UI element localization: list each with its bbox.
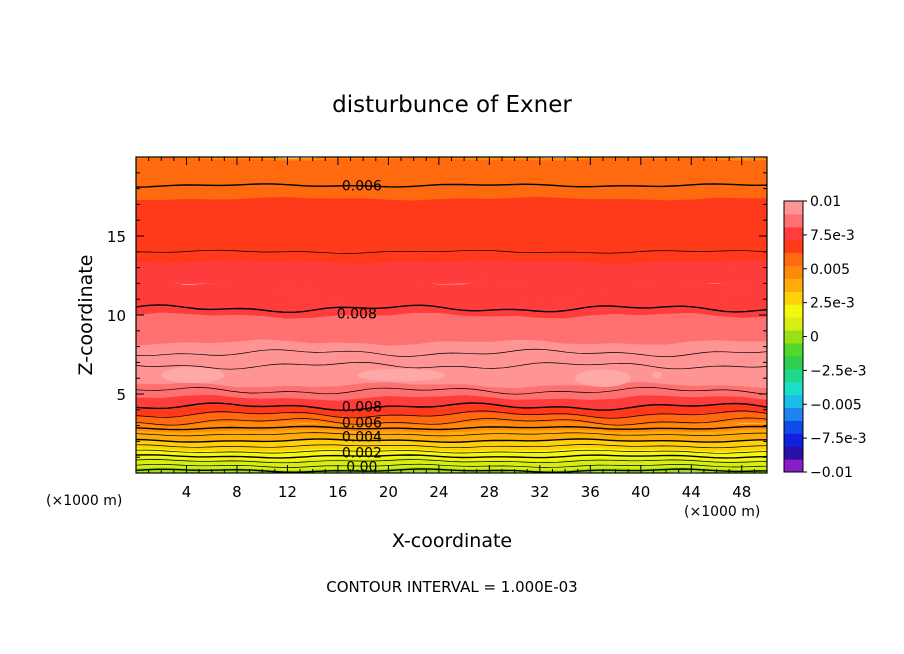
colorbar-label: −7.5e-3 bbox=[810, 431, 867, 447]
y-axis-label: Z-coordinate bbox=[75, 255, 97, 376]
contour-label: 0.006 bbox=[342, 178, 382, 194]
colorbar-swatch bbox=[784, 304, 803, 318]
x-axis-label: X-coordinate bbox=[392, 530, 512, 552]
contour-line bbox=[136, 463, 767, 468]
contour-line bbox=[136, 249, 767, 254]
colorbar-label: −2.5e-3 bbox=[810, 363, 867, 379]
contour-line bbox=[136, 438, 767, 444]
x-tick-label: 16 bbox=[328, 483, 347, 501]
colorbar-label: −0.005 bbox=[810, 397, 862, 413]
colorbar-label: −0.01 bbox=[810, 465, 853, 481]
y-unit-label: (×1000 m) bbox=[46, 493, 122, 509]
contour-label: 0.006 bbox=[342, 415, 382, 431]
colorbar-label: 0 bbox=[810, 330, 819, 346]
contour-fill-highlight bbox=[652, 371, 663, 379]
colorbar-swatch bbox=[784, 407, 803, 421]
contour-interval-footer: CONTOUR INTERVAL = 1.000E-03 bbox=[326, 578, 577, 596]
x-tick-label: 28 bbox=[480, 483, 499, 501]
x-tick-label: 4 bbox=[182, 483, 192, 501]
contour-line bbox=[136, 410, 767, 419]
colorbar-label: 7.5e-3 bbox=[810, 228, 855, 244]
contour-label: 0.008 bbox=[342, 400, 382, 416]
contour-line bbox=[136, 425, 767, 431]
colorbar-swatch bbox=[784, 239, 803, 254]
colorbar-swatch bbox=[784, 433, 803, 447]
contour-fill-band bbox=[136, 157, 767, 161]
contour-line bbox=[136, 444, 767, 449]
colorbar-swatch bbox=[784, 459, 803, 473]
contour-line bbox=[136, 459, 767, 464]
contour-line bbox=[136, 361, 767, 370]
y-tick-label: 15 bbox=[107, 228, 126, 246]
contour-line bbox=[136, 432, 767, 437]
colorbar-label: 2.5e-3 bbox=[810, 296, 855, 312]
colorbar-swatch bbox=[784, 446, 803, 460]
colorbar-swatch bbox=[784, 213, 803, 228]
contour-line bbox=[136, 304, 767, 314]
contour-line bbox=[136, 348, 767, 357]
colorbar-swatch bbox=[784, 330, 803, 344]
colorbar-label: 0.01 bbox=[810, 194, 841, 210]
colorbar-swatch bbox=[784, 201, 803, 215]
chart-title: disturbunce of Exner bbox=[332, 92, 572, 118]
contour-label: 0.00 bbox=[346, 460, 377, 476]
contour-line bbox=[136, 402, 767, 412]
colorbar-swatch bbox=[784, 278, 803, 292]
x-tick-label: 40 bbox=[631, 483, 650, 501]
x-tick-label: 8 bbox=[232, 483, 242, 501]
contour-label: 0.008 bbox=[337, 306, 377, 322]
colorbar-swatch bbox=[784, 265, 803, 279]
colorbar-swatch bbox=[784, 252, 803, 267]
x-tick-label: 32 bbox=[530, 483, 549, 501]
x-tick-label: 44 bbox=[682, 483, 701, 501]
colorbar-label: 0.005 bbox=[810, 262, 850, 278]
contour-line bbox=[136, 449, 767, 454]
contour-label: 0.002 bbox=[342, 445, 382, 461]
contour-line bbox=[136, 454, 767, 459]
x-unit-label: (×1000 m) bbox=[684, 504, 760, 520]
x-tick-label: 24 bbox=[429, 483, 448, 501]
colorbar-swatch bbox=[784, 342, 803, 357]
contour-line bbox=[136, 417, 767, 426]
contour-fill-highlight bbox=[575, 369, 631, 387]
colorbar-swatch bbox=[784, 394, 803, 408]
colorbar-swatch bbox=[784, 226, 803, 241]
contour-label: 0.004 bbox=[342, 430, 382, 446]
contour-fill-highlight bbox=[161, 367, 225, 383]
contour-line bbox=[136, 386, 767, 395]
contour-line bbox=[136, 183, 767, 188]
contour-fill-highlight bbox=[356, 368, 446, 382]
y-tick-label: 5 bbox=[116, 386, 126, 404]
colorbar-swatch bbox=[784, 381, 803, 396]
x-tick-label: 48 bbox=[732, 483, 751, 501]
colorbar: 0.01 7.5e-3 0.005 2.5e-3 0 −2.5e-3 −0.005 −7.5e… bbox=[783, 194, 867, 481]
x-tick-label: 20 bbox=[379, 483, 398, 501]
x-tick-label: 12 bbox=[278, 483, 297, 501]
colorbar-swatch bbox=[784, 420, 803, 434]
x-tick-label: 36 bbox=[581, 483, 600, 501]
y-tick-label: 10 bbox=[107, 307, 126, 325]
colorbar-swatch bbox=[784, 355, 803, 370]
colorbar-swatch bbox=[784, 317, 803, 331]
colorbar-swatch bbox=[784, 368, 803, 383]
colorbar-swatch bbox=[784, 291, 803, 305]
